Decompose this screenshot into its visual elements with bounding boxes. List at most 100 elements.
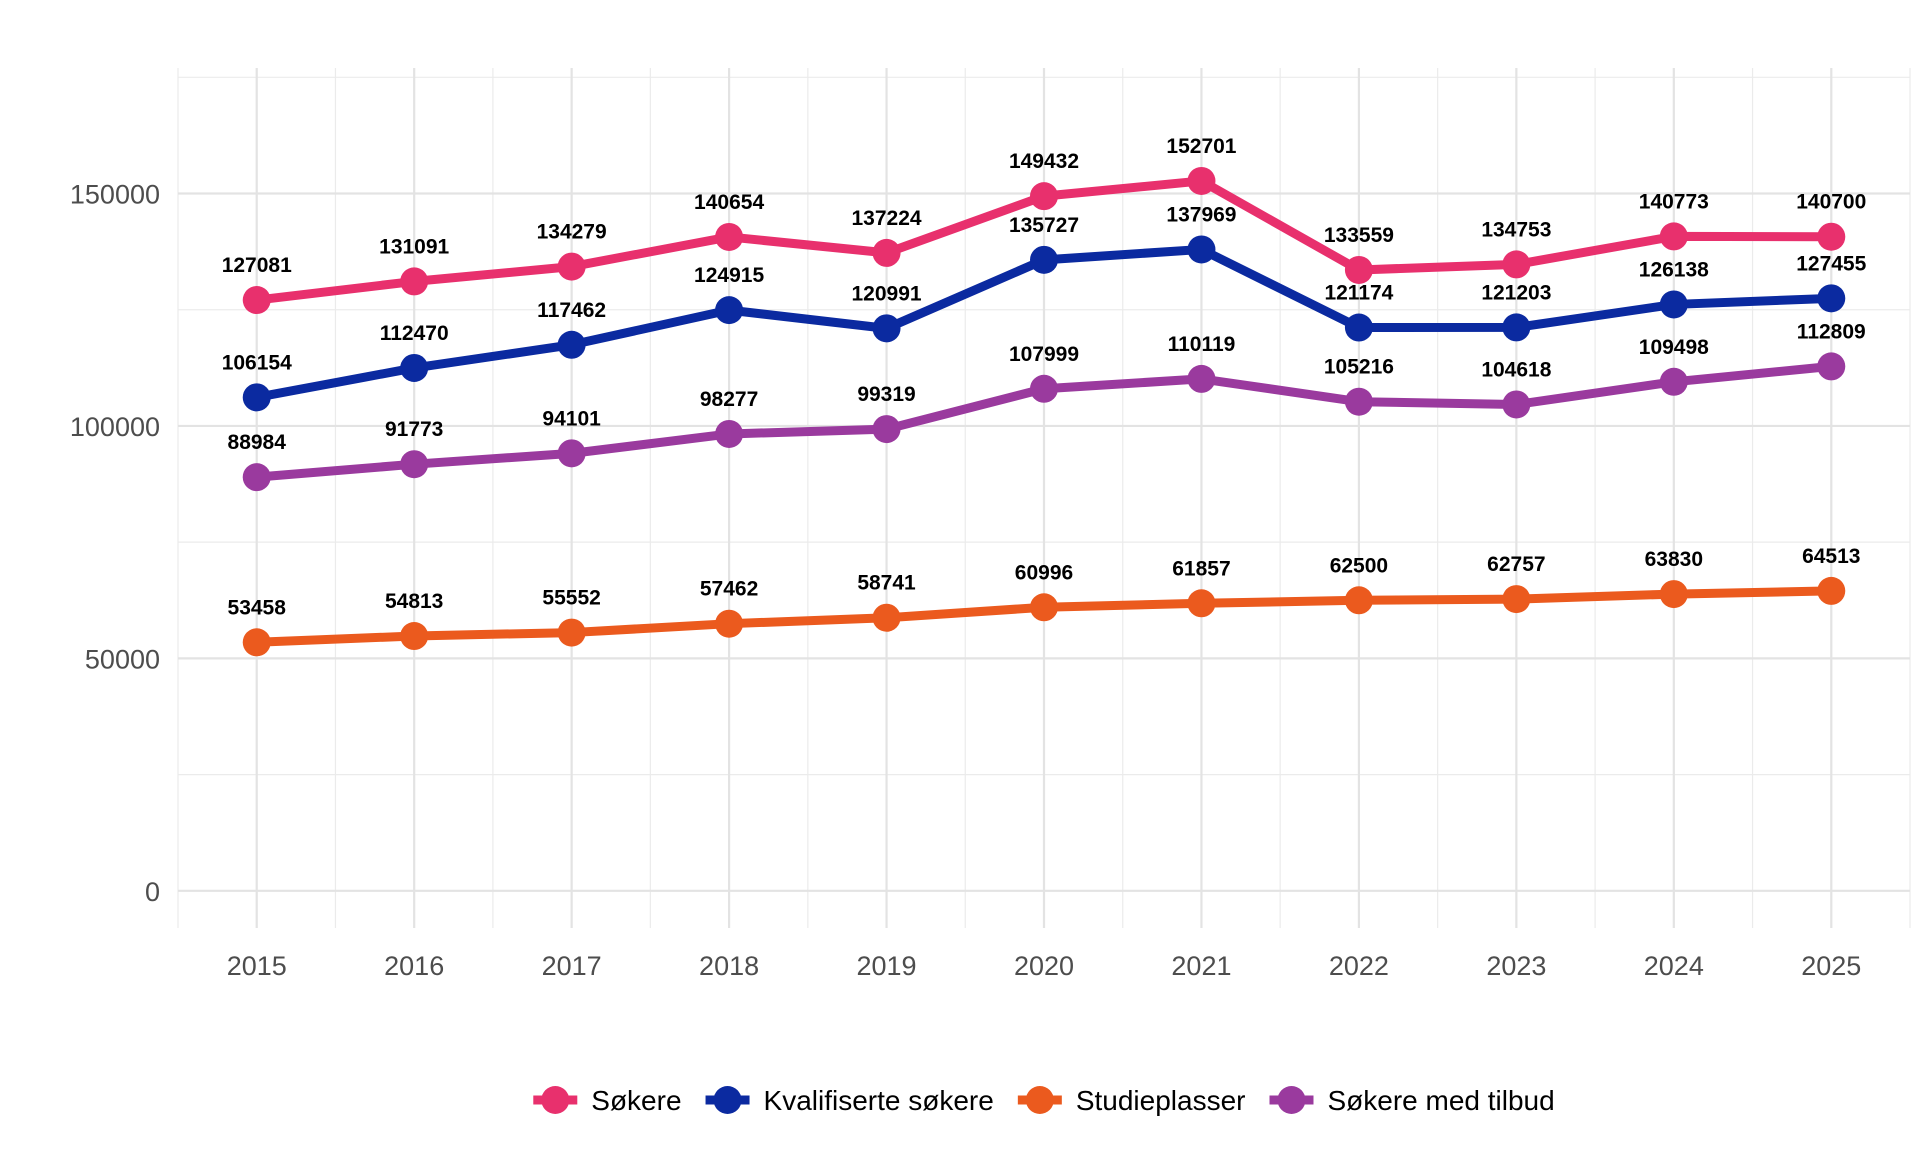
data-point — [1344, 387, 1373, 416]
x-tick-label: 2016 — [384, 951, 444, 981]
data-label: 88984 — [228, 431, 287, 454]
data-label: 105216 — [1324, 356, 1394, 379]
data-point — [715, 296, 744, 325]
data-label: 134753 — [1481, 218, 1551, 241]
data-label: 104618 — [1481, 358, 1551, 381]
series-points — [242, 166, 1846, 657]
data-label: 94101 — [542, 407, 601, 430]
y-tick-label: 100000 — [70, 412, 160, 442]
data-label: 135727 — [1009, 214, 1079, 237]
data-label: 137969 — [1166, 203, 1236, 226]
data-label: 98277 — [700, 388, 758, 411]
data-point — [1502, 250, 1531, 279]
data-label: 106154 — [222, 351, 292, 374]
data-label: 107999 — [1009, 343, 1079, 366]
data-label: 131091 — [379, 235, 449, 258]
data-label: 57462 — [700, 578, 758, 601]
data-label: 120991 — [852, 282, 922, 305]
data-label: 58741 — [857, 572, 916, 595]
data-point — [1187, 589, 1216, 618]
data-point — [1030, 374, 1058, 403]
data-label: 91773 — [385, 418, 443, 441]
data-point — [242, 463, 271, 492]
data-point — [242, 628, 271, 657]
data-point — [1187, 166, 1216, 195]
data-point — [715, 222, 744, 251]
legend-label: Søkere — [591, 1085, 681, 1116]
data-label: 124915 — [694, 264, 764, 287]
data-label: 121174 — [1324, 282, 1393, 305]
x-tick-label: 2015 — [227, 951, 287, 981]
x-tick-label: 2025 — [1801, 951, 1861, 981]
data-label: 137224 — [852, 207, 922, 230]
data-point — [872, 238, 901, 267]
data-point — [715, 419, 744, 448]
legend-key-marker — [713, 1086, 742, 1114]
data-label: 55552 — [542, 587, 600, 610]
data-labels: 127081 131091 134279 140654 137224 149432 1527… — [222, 135, 1867, 619]
data-point — [1502, 313, 1531, 342]
data-point — [1817, 284, 1846, 313]
data-label: 53458 — [228, 596, 287, 619]
legend-label: Kvalifiserte søkere — [764, 1085, 994, 1116]
data-point — [1659, 290, 1688, 319]
data-point — [1817, 352, 1846, 381]
x-axis-tick-labels: 2015 2016 2017 2018 2019 2020 2021 2022 2023 2024… — [227, 951, 1862, 981]
data-label: 109498 — [1639, 336, 1709, 359]
data-label: 63830 — [1645, 548, 1703, 571]
data-point — [1187, 235, 1216, 264]
x-tick-label: 2017 — [542, 951, 602, 981]
x-tick-label: 2019 — [857, 951, 917, 981]
data-point — [1502, 390, 1531, 419]
data-label: 140700 — [1796, 191, 1866, 214]
data-point — [715, 609, 744, 638]
data-point — [872, 415, 901, 444]
data-point — [1344, 586, 1373, 615]
data-point — [1344, 313, 1373, 342]
data-label: 110119 — [1168, 333, 1236, 356]
data-label: 127081 — [222, 254, 292, 277]
legend-label: Studieplasser — [1076, 1085, 1246, 1116]
data-label: 112470 — [380, 322, 449, 345]
legend-key-marker — [1025, 1086, 1054, 1114]
data-point — [242, 383, 271, 412]
x-tick-label: 2021 — [1171, 951, 1231, 981]
y-axis-tick-labels: 0 50000 100000 150000 — [70, 180, 160, 907]
data-label: 62500 — [1330, 554, 1388, 577]
data-point — [1502, 585, 1531, 614]
data-point — [557, 252, 586, 281]
data-point — [557, 330, 586, 359]
data-label: 140773 — [1639, 190, 1709, 213]
data-label: 112809 — [1797, 320, 1866, 343]
data-point — [400, 267, 429, 296]
data-point — [400, 353, 429, 382]
legend-item: Studieplasser — [1017, 1085, 1246, 1116]
data-point — [1030, 593, 1058, 622]
y-tick-label: 150000 — [70, 180, 160, 210]
data-label: 62757 — [1487, 553, 1545, 576]
data-label: 121203 — [1481, 281, 1551, 304]
data-label: 54813 — [385, 590, 443, 613]
data-label: 61857 — [1172, 557, 1230, 580]
data-label: 60996 — [1015, 561, 1073, 584]
legend-item: Kvalifiserte søkere — [705, 1085, 994, 1116]
data-point — [872, 603, 901, 632]
data-label: 126138 — [1639, 258, 1709, 281]
y-tick-label: 50000 — [85, 644, 160, 674]
data-point — [1659, 580, 1688, 609]
x-tick-label: 2024 — [1644, 951, 1704, 981]
data-point — [872, 314, 901, 343]
data-point — [1030, 245, 1058, 274]
x-tick-label: 2018 — [699, 951, 759, 981]
data-label: 149432 — [1009, 150, 1079, 173]
legend-item: Søkere — [533, 1085, 682, 1116]
x-tick-label: 2020 — [1014, 951, 1074, 981]
data-label: 140654 — [694, 191, 764, 214]
x-tick-label: 2023 — [1486, 951, 1546, 981]
data-point — [1344, 255, 1373, 284]
data-point — [400, 622, 429, 651]
data-point — [1659, 367, 1688, 396]
x-tick-label: 2022 — [1329, 951, 1389, 981]
legend-key-marker — [1277, 1086, 1306, 1114]
data-point — [400, 450, 429, 479]
